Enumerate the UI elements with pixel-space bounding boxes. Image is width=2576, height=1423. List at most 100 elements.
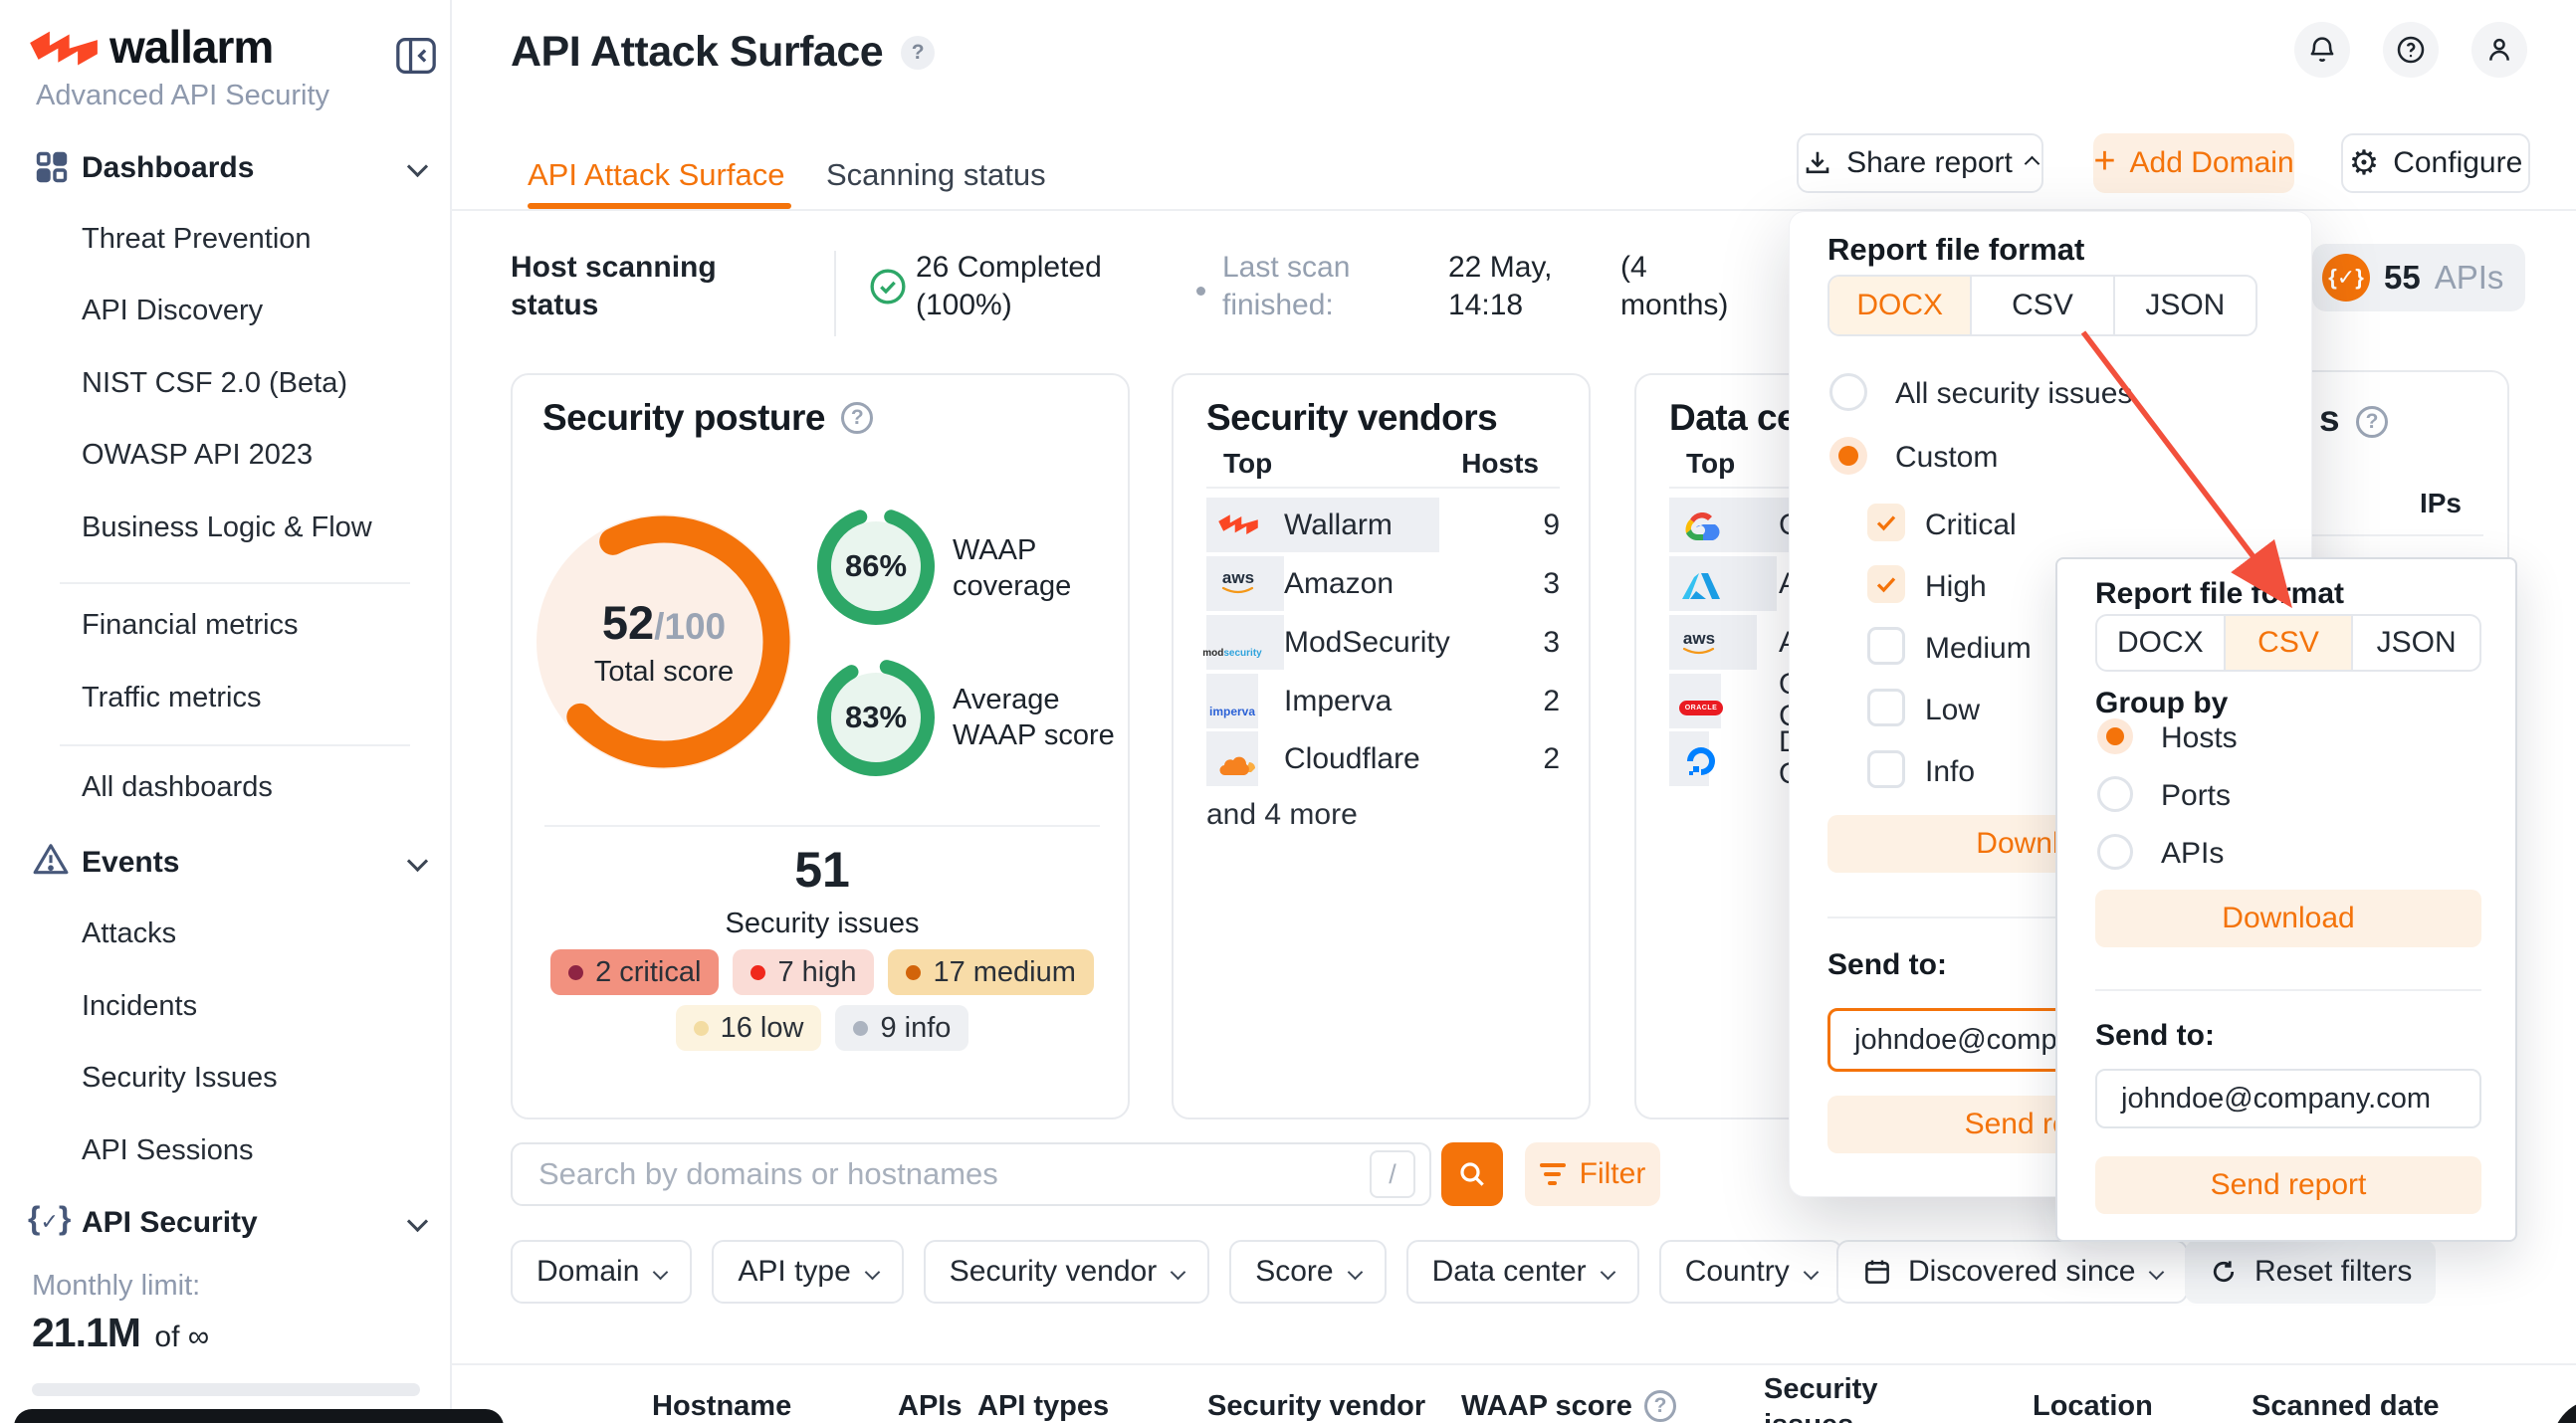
col-api-types[interactable]: API types xyxy=(977,1390,1110,1422)
sidebar-item-incidents[interactable]: Incidents xyxy=(82,990,198,1022)
search-button[interactable] xyxy=(1441,1142,1503,1206)
oracle-icon: ORACLE xyxy=(1678,688,1724,727)
checkbox-high[interactable] xyxy=(1867,565,1905,603)
vendor-row[interactable]: Cloudflare 2 xyxy=(1206,731,1560,786)
filter-domain[interactable]: Domain xyxy=(511,1240,693,1304)
apis-count-badge[interactable]: {✓} 55 APIs xyxy=(2312,244,2526,311)
col-hostname[interactable]: Hostname xyxy=(652,1390,792,1422)
filter-country[interactable]: Country xyxy=(1658,1240,1842,1304)
share-report-button[interactable]: Share report xyxy=(1797,133,2043,193)
search-input[interactable]: Search by domains or hostnames / xyxy=(511,1142,1431,1206)
col-security-vendor[interactable]: Security vendor xyxy=(1207,1390,1426,1422)
datacenter-bar xyxy=(1669,556,1777,611)
radio-ports[interactable] xyxy=(2097,776,2133,812)
help-icon[interactable]: ? xyxy=(840,402,873,434)
sidebar-item-api-discovery[interactable]: API Discovery xyxy=(82,295,264,326)
account-button[interactable] xyxy=(2471,22,2527,78)
add-domain-button[interactable]: + Add Domain xyxy=(2093,133,2294,193)
wallarm-logo-icon xyxy=(30,31,98,66)
medium-chip[interactable]: 17 medium xyxy=(888,949,1094,995)
format-csv[interactable]: CSV xyxy=(2223,616,2352,670)
col-waap-score[interactable]: WAAP score xyxy=(1461,1390,1632,1422)
braces-check-icon: {✓} xyxy=(2322,254,2370,302)
sidebar-item-nist-csf[interactable]: NIST CSF 2.0 (Beta) xyxy=(82,367,347,399)
vendor-row[interactable]: Wallarm 9 xyxy=(1206,498,1560,552)
filter-discovered-since[interactable]: Discovered since xyxy=(1836,1240,2189,1304)
vendor-row[interactable]: imperva Imperva 2 xyxy=(1206,674,1560,728)
checkbox-critical[interactable] xyxy=(1867,504,1905,541)
sidebar-item-financial-metrics[interactable]: Financial metrics xyxy=(82,609,299,641)
help-icon[interactable]: ? xyxy=(901,35,936,70)
sidebar-item-events[interactable]: Events xyxy=(82,846,180,879)
checkbox-critical-label: Critical xyxy=(1925,508,2017,541)
email-input[interactable]: johndoe@company.com xyxy=(2095,1069,2481,1128)
low-chip[interactable]: 16 low xyxy=(675,1005,822,1051)
tab-api-attack-surface[interactable]: API Attack Surface xyxy=(528,157,785,192)
sidebar-item-threat-prevention[interactable]: Threat Prevention xyxy=(82,223,312,255)
add-domain-label: Add Domain xyxy=(2129,146,2294,179)
radio-custom[interactable] xyxy=(1829,437,1867,475)
chat-launcher-button[interactable] xyxy=(2552,1399,2576,1423)
col-location[interactable]: Location xyxy=(2033,1390,2153,1422)
format-docx[interactable]: DOCX xyxy=(2116,626,2204,659)
format-docx[interactable]: DOCX xyxy=(1829,277,1971,334)
sidebar-item-owasp-api[interactable]: OWASP API 2023 xyxy=(82,439,314,471)
sidebar-item-business-logic[interactable]: Business Logic & Flow xyxy=(82,511,372,543)
sidebar-item-all-dashboards[interactable]: All dashboards xyxy=(82,771,273,803)
collapse-sidebar-icon[interactable] xyxy=(394,36,438,76)
aws-icon: aws xyxy=(1677,623,1721,663)
checkbox-medium[interactable] xyxy=(1867,627,1905,665)
help-icon[interactable]: ? xyxy=(1644,1390,1676,1422)
info-chip[interactable]: 9 info xyxy=(835,1005,969,1051)
filter-data-center[interactable]: Data center xyxy=(1405,1240,1639,1304)
sidebar-item-dashboards[interactable]: Dashboards xyxy=(82,151,255,184)
total-score-value: 52 xyxy=(601,596,655,649)
security-vendors-card: Security vendors Top Hosts Wallarm 9 aws… xyxy=(1172,373,1591,1119)
monthly-limit-progressbar xyxy=(32,1383,420,1396)
vendor-bar xyxy=(1206,731,1258,786)
vendor-row[interactable]: modsecurity ModSecurity 3 xyxy=(1202,615,1560,670)
col-scanned-date[interactable]: Scanned date xyxy=(2252,1390,2440,1422)
aws-vendor-icon: aws xyxy=(1216,562,1260,602)
format-json[interactable]: JSON xyxy=(2112,277,2255,334)
tab-scanning-status[interactable]: Scanning status xyxy=(826,157,1046,192)
critical-chip[interactable]: 2 critical xyxy=(550,949,720,995)
vendors-more-link[interactable]: and 4 more xyxy=(1206,798,1358,831)
table-top-divider xyxy=(450,1363,2576,1365)
col-security-issues[interactable]: Security issues xyxy=(1764,1373,1878,1423)
card-title-row: Security posture ? xyxy=(542,397,873,439)
high-chip[interactable]: 7 high xyxy=(733,949,875,995)
radio-all-security-issues[interactable] xyxy=(1829,373,1867,411)
bottom-left-toast[interactable] xyxy=(14,1409,504,1423)
configure-button[interactable]: ⚙ Configure xyxy=(2341,133,2530,193)
vendor-row[interactable]: aws Amazon 3 xyxy=(1206,556,1560,611)
format-json[interactable]: JSON xyxy=(2351,616,2479,670)
filter-api-type[interactable]: API type xyxy=(712,1240,904,1304)
radio-apis-label: APIs xyxy=(2161,837,2225,870)
radio-hosts[interactable] xyxy=(2097,718,2133,754)
filter-score[interactable]: Score xyxy=(1229,1240,1387,1304)
format-csv[interactable]: CSV xyxy=(1970,277,2112,334)
sidebar-item-security-issues[interactable]: Security Issues xyxy=(82,1062,278,1094)
filter-button[interactable]: Filter xyxy=(1525,1142,1660,1206)
chevron-down-icon[interactable] xyxy=(406,155,429,178)
notifications-button[interactable] xyxy=(2294,22,2350,78)
checkbox-info[interactable] xyxy=(1867,750,1905,788)
help-icon[interactable]: ? xyxy=(2356,406,2388,438)
radio-apis[interactable] xyxy=(2097,834,2133,870)
filter-security-vendor[interactable]: Security vendor xyxy=(923,1240,1210,1304)
checkbox-low[interactable] xyxy=(1867,689,1905,726)
popup-divider xyxy=(1827,916,2257,918)
chevron-down-icon[interactable] xyxy=(406,850,429,873)
help-button[interactable] xyxy=(2383,22,2439,78)
send-report-button[interactable]: Send report xyxy=(2095,1156,2481,1214)
reset-filters-button[interactable]: Reset filters xyxy=(2185,1240,2437,1304)
sidebar-item-traffic-metrics[interactable]: Traffic metrics xyxy=(82,682,262,713)
sidebar-item-api-sessions[interactable]: API Sessions xyxy=(82,1134,254,1166)
download-button[interactable]: Download xyxy=(2095,890,2481,947)
waap-coverage-ring xyxy=(817,508,935,626)
col-apis[interactable]: APIs xyxy=(898,1390,963,1422)
chevron-down-icon[interactable] xyxy=(406,1210,429,1233)
sidebar-item-api-security[interactable]: API Security xyxy=(82,1206,258,1239)
sidebar-item-attacks[interactable]: Attacks xyxy=(82,917,177,949)
